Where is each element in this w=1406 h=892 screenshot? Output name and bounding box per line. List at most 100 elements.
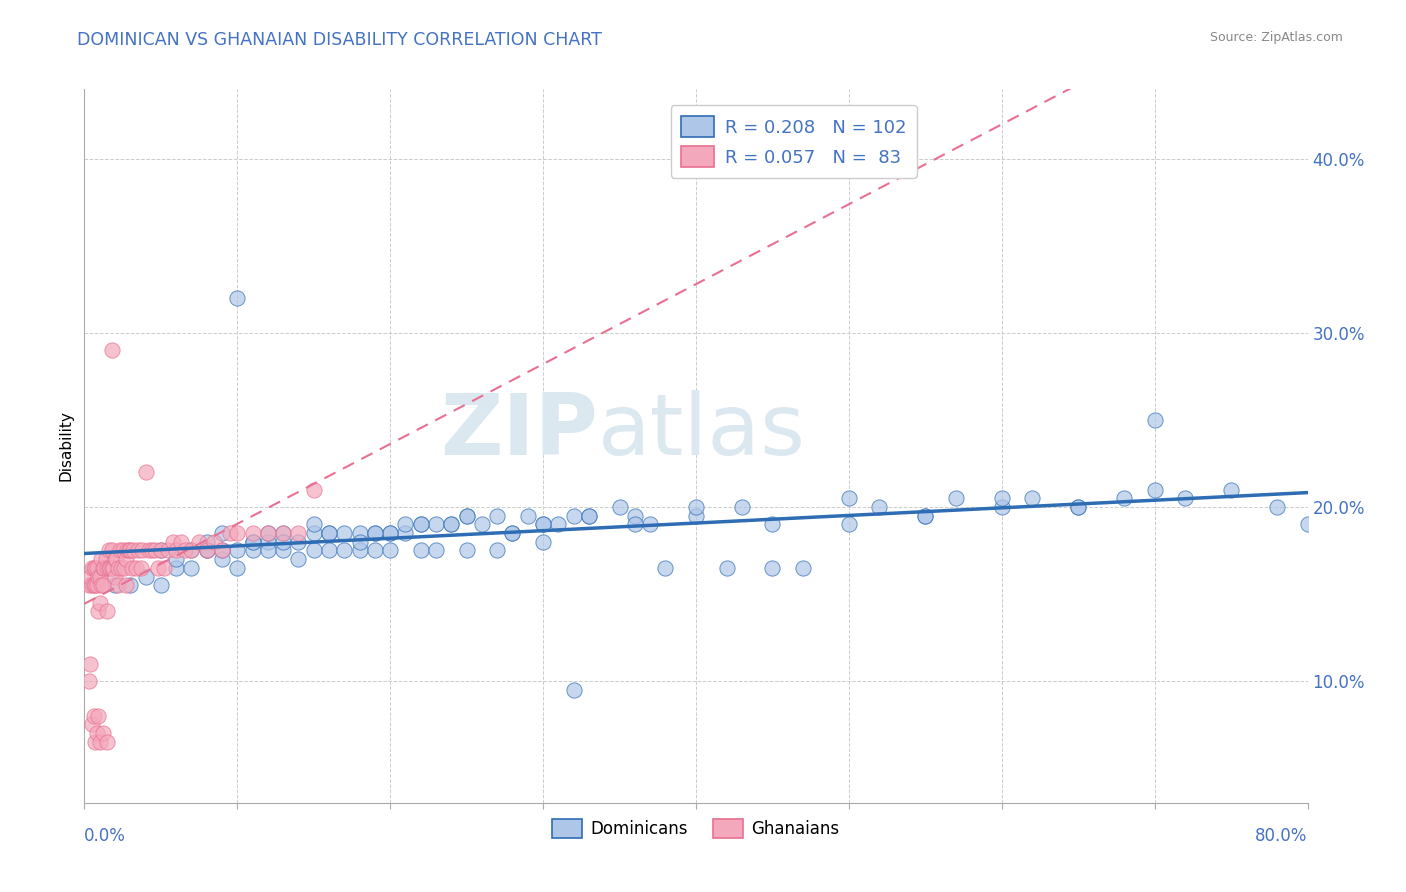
- Point: [349, 534, 371, 549]
- Point: [302, 517, 325, 532]
- Point: [89, 735, 111, 749]
- Point: [211, 526, 233, 541]
- Point: [195, 543, 218, 558]
- Point: [96, 561, 118, 575]
- Point: [562, 508, 585, 523]
- Point: [318, 526, 340, 541]
- Point: [271, 526, 294, 541]
- Point: [531, 534, 554, 549]
- Point: [143, 543, 166, 558]
- Point: [394, 526, 416, 541]
- Point: [211, 543, 233, 558]
- Point: [364, 526, 387, 541]
- Point: [364, 526, 387, 541]
- Point: [135, 465, 157, 479]
- Point: [180, 561, 202, 575]
- Point: [89, 596, 111, 610]
- Point: [257, 526, 280, 541]
- Point: [409, 517, 432, 532]
- Point: [114, 552, 136, 566]
- Point: [333, 526, 356, 541]
- Point: [1143, 413, 1166, 427]
- Point: [1143, 483, 1166, 497]
- Point: [456, 543, 478, 558]
- Point: [104, 552, 127, 566]
- Point: [97, 561, 120, 575]
- Point: [991, 500, 1014, 514]
- Point: [302, 543, 325, 558]
- Point: [638, 517, 661, 532]
- Point: [101, 343, 124, 358]
- Point: [101, 543, 124, 558]
- Point: [146, 561, 169, 575]
- Point: [105, 552, 128, 566]
- Point: [202, 534, 225, 549]
- Point: [226, 526, 249, 541]
- Point: [121, 561, 143, 575]
- Point: [242, 543, 264, 558]
- Point: [211, 552, 233, 566]
- Point: [1114, 491, 1136, 506]
- Point: [440, 517, 463, 532]
- Point: [716, 561, 738, 575]
- Point: [87, 708, 110, 723]
- Legend: Dominicans, Ghanaians: Dominicans, Ghanaians: [546, 812, 846, 845]
- Point: [502, 526, 524, 541]
- Point: [271, 543, 294, 558]
- Point: [83, 708, 105, 723]
- Point: [287, 552, 309, 566]
- Point: [107, 561, 129, 575]
- Point: [257, 543, 280, 558]
- Point: [120, 578, 142, 592]
- Point: [149, 578, 172, 592]
- Point: [516, 508, 538, 523]
- Point: [425, 543, 447, 558]
- Point: [118, 543, 141, 558]
- Point: [486, 508, 509, 523]
- Y-axis label: Disability: Disability: [58, 410, 73, 482]
- Point: [318, 526, 340, 541]
- Point: [1296, 517, 1319, 532]
- Text: ZIP: ZIP: [440, 390, 598, 474]
- Point: [125, 561, 148, 575]
- Point: [188, 534, 211, 549]
- Point: [1067, 500, 1090, 514]
- Point: [242, 534, 264, 549]
- Point: [425, 517, 447, 532]
- Point: [80, 578, 103, 592]
- Point: [107, 578, 129, 592]
- Point: [685, 508, 707, 523]
- Point: [380, 526, 402, 541]
- Point: [547, 517, 569, 532]
- Point: [195, 534, 218, 549]
- Point: [104, 569, 127, 583]
- Point: [257, 526, 280, 541]
- Point: [226, 561, 249, 575]
- Point: [242, 534, 264, 549]
- Point: [170, 534, 193, 549]
- Point: [84, 561, 107, 575]
- Point: [195, 543, 218, 558]
- Point: [86, 726, 108, 740]
- Point: [242, 526, 264, 541]
- Point: [1174, 491, 1197, 506]
- Point: [77, 673, 100, 688]
- Point: [91, 726, 114, 740]
- Point: [302, 526, 325, 541]
- Point: [318, 543, 340, 558]
- Point: [90, 578, 112, 592]
- Point: [226, 543, 249, 558]
- Point: [218, 526, 240, 541]
- Point: [129, 561, 152, 575]
- Point: [80, 717, 103, 731]
- Point: [149, 543, 172, 558]
- Point: [101, 561, 124, 575]
- Point: [302, 483, 325, 497]
- Point: [86, 578, 108, 592]
- Point: [1220, 483, 1243, 497]
- Point: [502, 526, 524, 541]
- Point: [77, 578, 100, 592]
- Point: [471, 517, 494, 532]
- Point: [112, 561, 135, 575]
- Point: [110, 561, 132, 575]
